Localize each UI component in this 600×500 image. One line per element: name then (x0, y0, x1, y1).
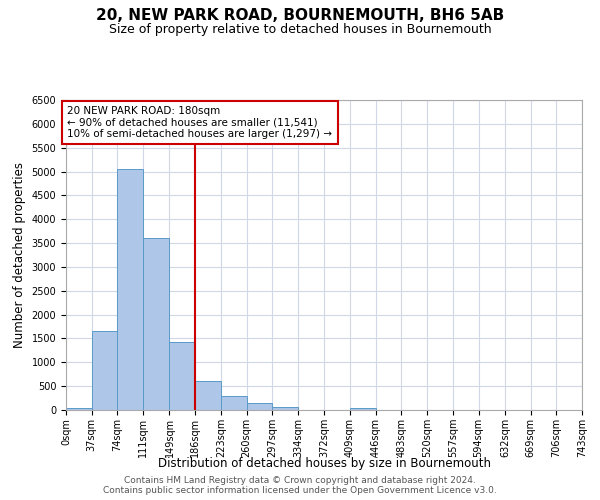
Bar (143, 238, 169, 410)
Text: Distribution of detached houses by size in Bournemouth: Distribution of detached houses by size … (157, 458, 491, 470)
Y-axis label: Number of detached properties: Number of detached properties (13, 162, 26, 348)
Bar (272, 407, 298, 410)
Bar (247, 403, 272, 410)
Text: 20 NEW PARK ROAD: 180sqm
← 90% of detached houses are smaller (11,541)
10% of se: 20 NEW PARK ROAD: 180sqm ← 90% of detach… (67, 106, 332, 139)
Text: Contains HM Land Registry data © Crown copyright and database right 2024.
Contai: Contains HM Land Registry data © Crown c… (103, 476, 497, 495)
Bar (350, 408, 376, 410)
Bar (92, 332, 118, 410)
Bar (195, 381, 221, 410)
Bar (118, 169, 143, 410)
Text: 20, NEW PARK ROAD, BOURNEMOUTH, BH6 5AB: 20, NEW PARK ROAD, BOURNEMOUTH, BH6 5AB (96, 8, 504, 22)
Bar (169, 342, 195, 410)
Bar (66, 408, 92, 410)
Text: Size of property relative to detached houses in Bournemouth: Size of property relative to detached ho… (109, 22, 491, 36)
Bar (221, 396, 247, 410)
